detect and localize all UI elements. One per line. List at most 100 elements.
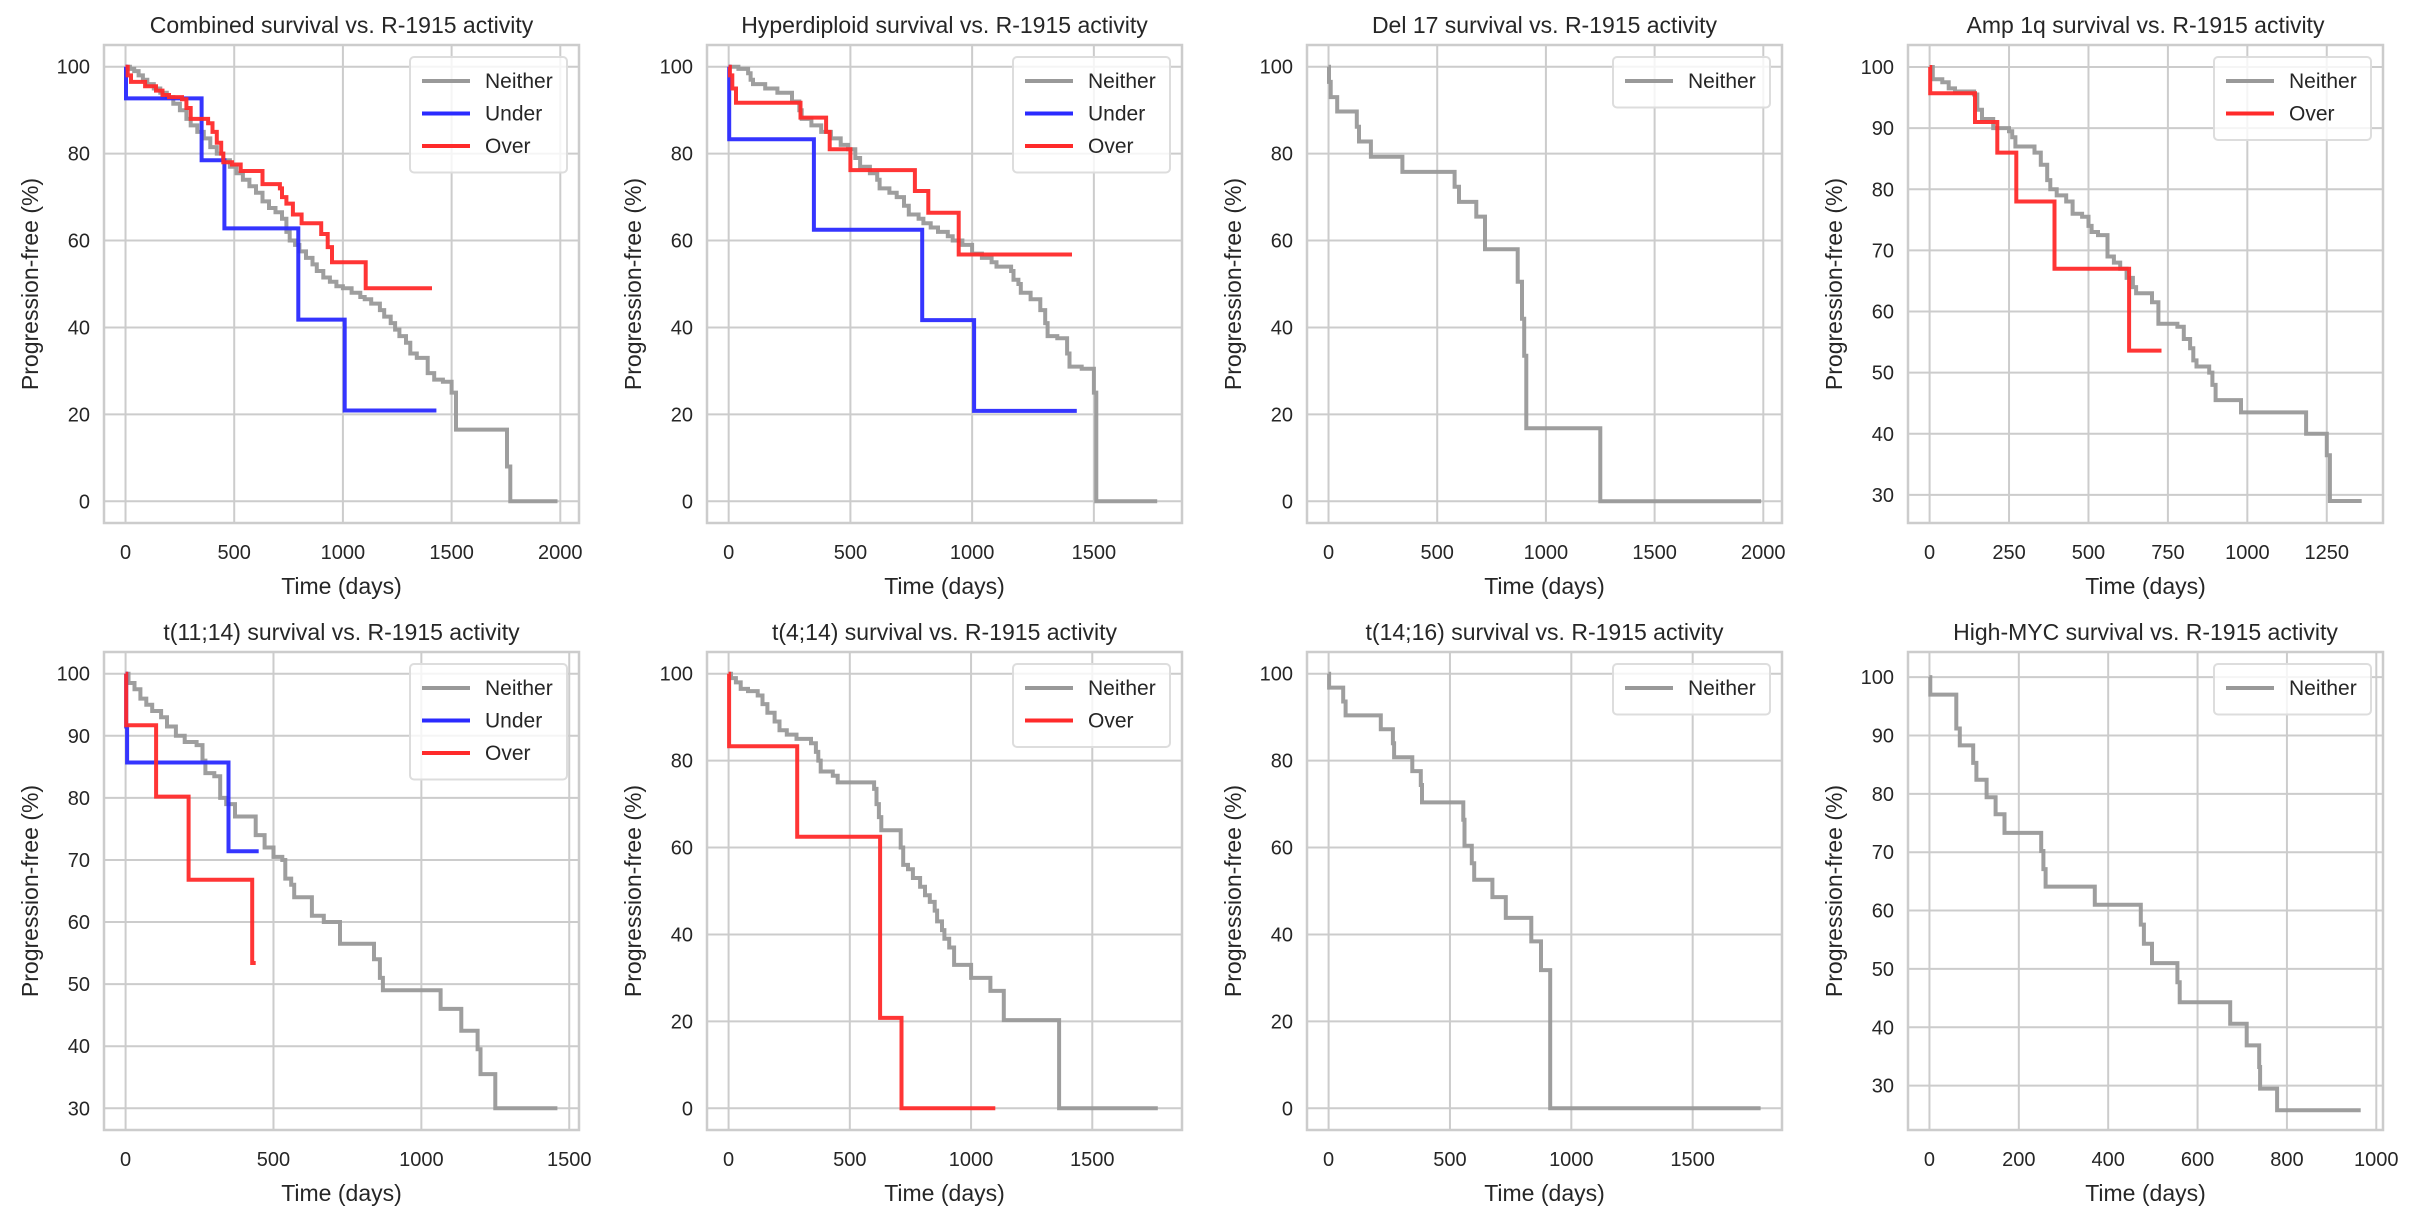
chart-title: Combined survival vs. R-1915 activity [150,12,534,38]
chart-title: Amp 1q survival vs. R-1915 activity [1967,12,2325,38]
legend: Neither Under Over [1012,56,1171,174]
chart-title: t(14;16) survival vs. R-1915 activity [1366,619,1724,645]
legend-label: Neither [1088,70,1156,93]
chart-title: High-MYC survival vs. R-1915 activity [1953,619,2338,645]
y-tick-label: 0 [1282,1098,1293,1120]
series-line-over [727,671,996,1111]
x-axis-label: Time (days) [2085,1180,2206,1206]
x-tick-label: 2000 [538,542,583,564]
y-tick-label: 80 [68,788,90,810]
x-axis-label: Time (days) [884,573,1005,599]
legend: Neither Under Over [409,56,568,174]
x-tick-label: 250 [1992,542,2025,564]
axes-frame [1906,43,2385,525]
y-axis-label: Progression-free (%) [1220,178,1246,390]
legend-label: Over [485,135,531,158]
legend-label: Neither [1088,677,1156,700]
y-tick-label: 40 [1872,1017,1894,1039]
y-tick-label: 90 [1872,118,1894,140]
y-tick-label: 70 [68,850,90,872]
y-tick-label: 100 [1260,664,1293,686]
legend-label: Neither [485,677,553,700]
series-line-neither [1929,65,2362,503]
y-tick-label: 60 [68,231,90,253]
series-line-neither [125,671,558,1111]
chart-title: t(11;14) survival vs. R-1915 activity [163,619,520,645]
x-tick-label: 1000 [1524,542,1569,564]
x-tick-label: 500 [1421,542,1454,564]
chart-panel: 0 250 500 750 1000 1250 30 40 50 60 70 80 90 100 Amp 1… [1821,12,2385,599]
legend-label: Neither [2289,70,2357,93]
x-tick-label: 1500 [1632,542,1677,564]
y-axis-label: Progression-free (%) [1821,785,1847,997]
x-tick-label: 600 [2181,1149,2214,1171]
chart-panel: 0 500 1000 1500 30 40 50 60 70 80 90 100 t(11;14) su… [17,619,591,1206]
x-tick-label: 1500 [1070,1149,1115,1171]
y-tick-label: 0 [79,491,90,513]
x-tick-label: 500 [2072,542,2105,564]
y-tick-label: 40 [68,317,90,339]
chart-panel: 0 500 1000 1500 0 20 40 60 80 100 t(14;16) surviva… [1220,619,1784,1206]
x-tick-label: 0 [1924,542,1935,564]
chart-panel: 0 500 1000 1500 0 20 40 60 80 100 t(4;14) survival… [620,619,1184,1206]
y-axis-label: Progression-free (%) [620,178,646,390]
axes-frame [1906,650,2385,1132]
axes-frame [102,650,581,1132]
y-tick-label: 0 [682,1098,693,1120]
x-tick-label: 500 [833,1149,866,1171]
series-line-neither [1327,671,1761,1111]
x-tick-label: 500 [218,542,251,564]
series-line-neither [125,64,558,504]
y-tick-label: 20 [671,1011,693,1033]
y-tick-label: 30 [1872,1076,1894,1098]
axes-frame [102,43,581,525]
x-tick-label: 1500 [547,1149,592,1171]
x-tick-label: 500 [834,542,867,564]
y-axis-label: Progression-free (%) [1821,178,1847,390]
x-tick-label: 1000 [950,542,995,564]
x-tick-label: 0 [1924,1149,1935,1171]
y-axis-label: Progression-free (%) [17,785,43,997]
y-tick-label: 60 [1271,838,1293,860]
chart-panel: 0 500 1000 1500 0 20 40 60 80 100 Hyperdiploid sur… [620,12,1184,599]
x-axis-label: Time (days) [2085,573,2206,599]
legend-label: Over [2289,103,2335,126]
y-axis-label: Progression-free (%) [17,178,43,390]
legend-label: Neither [2289,677,2357,700]
y-tick-label: 100 [1260,57,1293,79]
y-tick-label: 70 [1872,240,1894,262]
y-tick-label: 40 [671,317,693,339]
y-tick-label: 90 [1872,725,1894,747]
y-tick-label: 100 [660,57,693,79]
y-tick-label: 40 [1271,924,1293,946]
x-tick-label: 400 [2092,1149,2125,1171]
y-tick-label: 50 [68,974,90,996]
y-tick-label: 60 [68,912,90,934]
chart-panel: 0 200 400 600 800 1000 30 40 50 60 70 80 90 100 High-M… [1821,619,2399,1206]
x-tick-label: 0 [723,542,734,564]
series-line-neither [728,671,1158,1111]
x-tick-label: 2000 [1741,542,1786,564]
legend-label: Neither [1688,677,1756,700]
chart-title: Hyperdiploid survival vs. R-1915 activit… [741,12,1148,38]
x-tick-label: 800 [2270,1149,2303,1171]
x-tick-label: 500 [1433,1149,1466,1171]
y-tick-label: 100 [1861,57,1894,79]
y-tick-label: 90 [68,726,90,748]
series-line-under [727,64,1077,413]
y-tick-label: 80 [671,144,693,166]
chart-panel: 0 500 1000 1500 2000 0 20 40 60 80 100 Combined sur… [17,12,583,599]
x-axis-label: Time (days) [1484,1180,1605,1206]
y-axis-label: Progression-free (%) [620,785,646,997]
y-axis-label: Progression-free (%) [1220,785,1246,997]
x-tick-label: 0 [723,1149,734,1171]
series-line-over [1928,65,2162,353]
legend-label: Over [485,742,531,765]
y-tick-label: 30 [1872,485,1894,507]
x-tick-label: 1000 [2225,542,2270,564]
y-tick-label: 20 [1271,1011,1293,1033]
legend: Neither [1612,56,1771,109]
x-tick-label: 750 [2151,542,2184,564]
y-tick-label: 70 [1872,842,1894,864]
